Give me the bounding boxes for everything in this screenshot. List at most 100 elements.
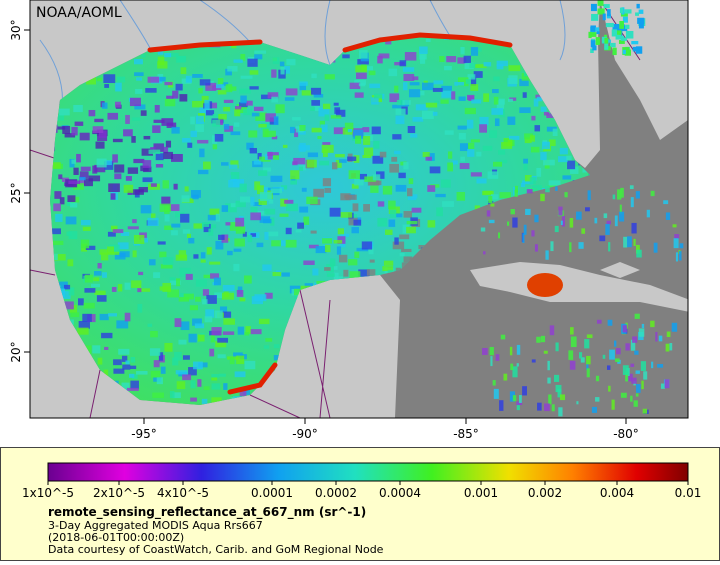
speckle (225, 84, 233, 93)
speckle (650, 320, 655, 328)
speckle (521, 73, 534, 81)
speckle (586, 368, 590, 378)
speckle (85, 245, 96, 250)
speckle (398, 172, 406, 179)
speckle (631, 222, 637, 234)
speckle (299, 125, 306, 131)
speckle (141, 148, 153, 156)
speckle (395, 213, 403, 218)
speckle (161, 118, 174, 126)
speckle (441, 85, 452, 91)
speckle (370, 185, 379, 193)
speckle (447, 162, 453, 172)
speckle (290, 126, 295, 134)
speckle (233, 352, 243, 358)
speckle (172, 90, 179, 99)
speckle (493, 76, 500, 82)
speckle (101, 252, 109, 261)
speckle (483, 190, 493, 195)
speckle (174, 318, 182, 328)
speckle (625, 371, 629, 382)
speckle (225, 222, 231, 226)
speckle (104, 346, 109, 350)
speckle (317, 136, 322, 140)
speckle (499, 192, 511, 199)
speckle (97, 262, 102, 269)
speckle (614, 215, 618, 227)
speckle (178, 55, 187, 62)
speckle (406, 226, 416, 234)
speckle (482, 145, 493, 151)
speckle (407, 188, 413, 197)
speckle (523, 158, 528, 164)
speckle (452, 160, 458, 165)
speckle (96, 158, 107, 168)
speckle (606, 220, 611, 225)
speckle (673, 238, 679, 249)
speckle (228, 86, 237, 91)
speckle (258, 156, 271, 162)
speckle (584, 339, 590, 349)
speckle (602, 354, 606, 359)
speckle (536, 96, 543, 102)
speckle (153, 119, 165, 123)
speckle (311, 73, 317, 79)
speckle (357, 59, 369, 65)
speckle (62, 125, 71, 134)
speckle (371, 97, 379, 105)
speckle (611, 29, 617, 37)
speckle (389, 163, 399, 173)
speckle (427, 220, 436, 228)
speckle (192, 318, 202, 326)
speckle (230, 131, 241, 136)
speckle (444, 130, 454, 135)
speckle (273, 344, 280, 349)
speckle (399, 60, 407, 67)
speckle (429, 166, 441, 174)
speckle (171, 223, 181, 228)
speckle (73, 104, 83, 113)
speckle (234, 106, 242, 110)
speckle (80, 166, 91, 172)
speckle (657, 364, 664, 368)
speckle (268, 199, 274, 204)
speckle (299, 81, 308, 86)
speckle (496, 64, 504, 70)
speckle (123, 129, 133, 137)
speckle (479, 116, 489, 126)
speckle (508, 135, 520, 140)
speckle (642, 408, 648, 414)
speckle (94, 164, 106, 173)
speckle (110, 225, 118, 230)
speckle (606, 365, 611, 370)
speckle (246, 100, 253, 106)
speckle (257, 152, 262, 160)
speckle (552, 128, 558, 137)
speckle (286, 58, 296, 66)
speckle (264, 231, 269, 240)
speckle (591, 13, 599, 21)
speckle (94, 290, 106, 295)
speckle (399, 234, 410, 240)
speckle (337, 228, 345, 235)
speckle (352, 203, 359, 212)
speckle (162, 180, 169, 189)
speckle (664, 379, 670, 389)
speckle (257, 185, 264, 195)
speckle (617, 189, 622, 200)
speckle (181, 195, 190, 203)
speckle (493, 388, 499, 399)
speckle (155, 153, 164, 161)
speckle (596, 30, 600, 35)
speckle (368, 70, 376, 76)
speckle (392, 134, 402, 140)
speckle (157, 49, 164, 55)
map (30, 0, 688, 418)
rivers (39, 0, 566, 121)
speckle (116, 320, 129, 329)
speckle (301, 187, 307, 192)
speckle (456, 192, 466, 201)
speckle (236, 355, 245, 365)
speckle (403, 256, 413, 263)
speckle (364, 176, 377, 182)
